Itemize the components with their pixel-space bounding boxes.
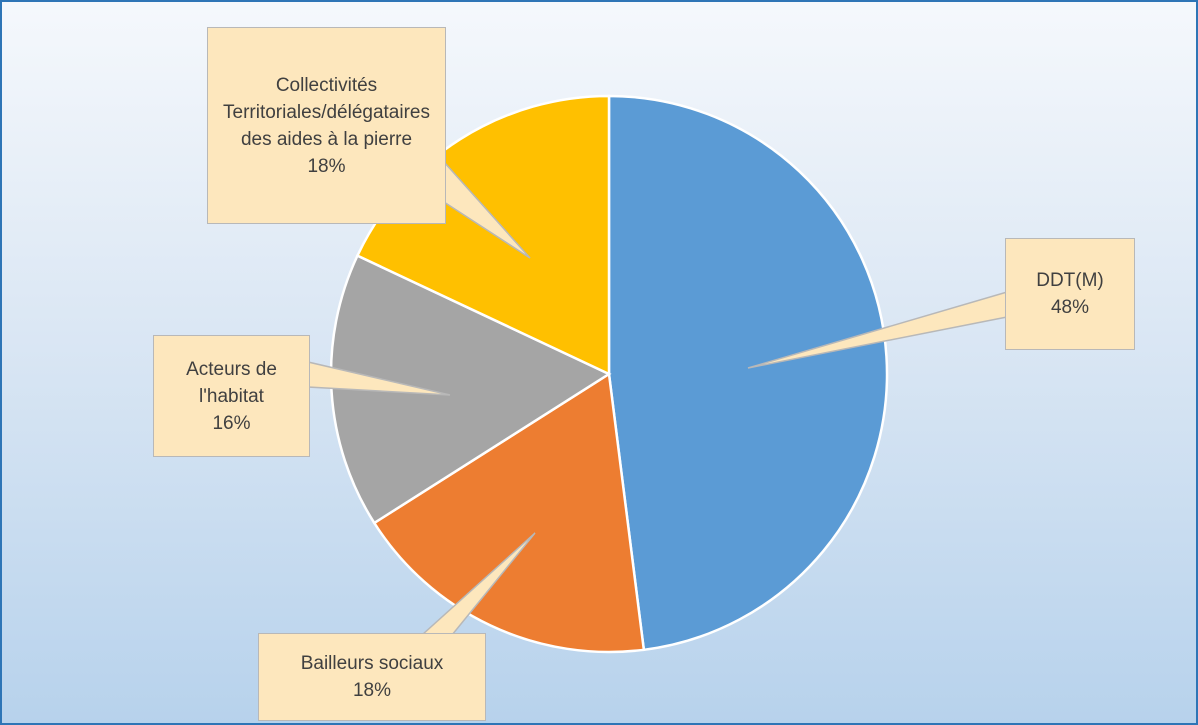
label-value: 18% [352,680,392,701]
label-value: 18% [307,155,346,177]
pie-slice [329,253,612,525]
label-value: 48% [1050,297,1090,318]
label-value: 16% [212,412,251,434]
pie-slice [355,94,611,376]
data-label: Collectivités Territoriales/délégataires… [207,27,446,224]
label-name: Collectivités Territoriales/délégataires… [223,74,430,150]
data-label: Bailleurs sociaux 18% [258,633,486,721]
label-name: DDT(M) [1036,270,1104,291]
pie-slice [372,371,646,654]
label-name: Bailleurs sociaux [300,653,444,674]
label-name: Acteurs de l'habitat [186,358,277,407]
pie-slice [607,94,889,652]
data-label: DDT(M) 48% [1005,238,1135,350]
data-label: Acteurs de l'habitat 16% [153,335,310,457]
